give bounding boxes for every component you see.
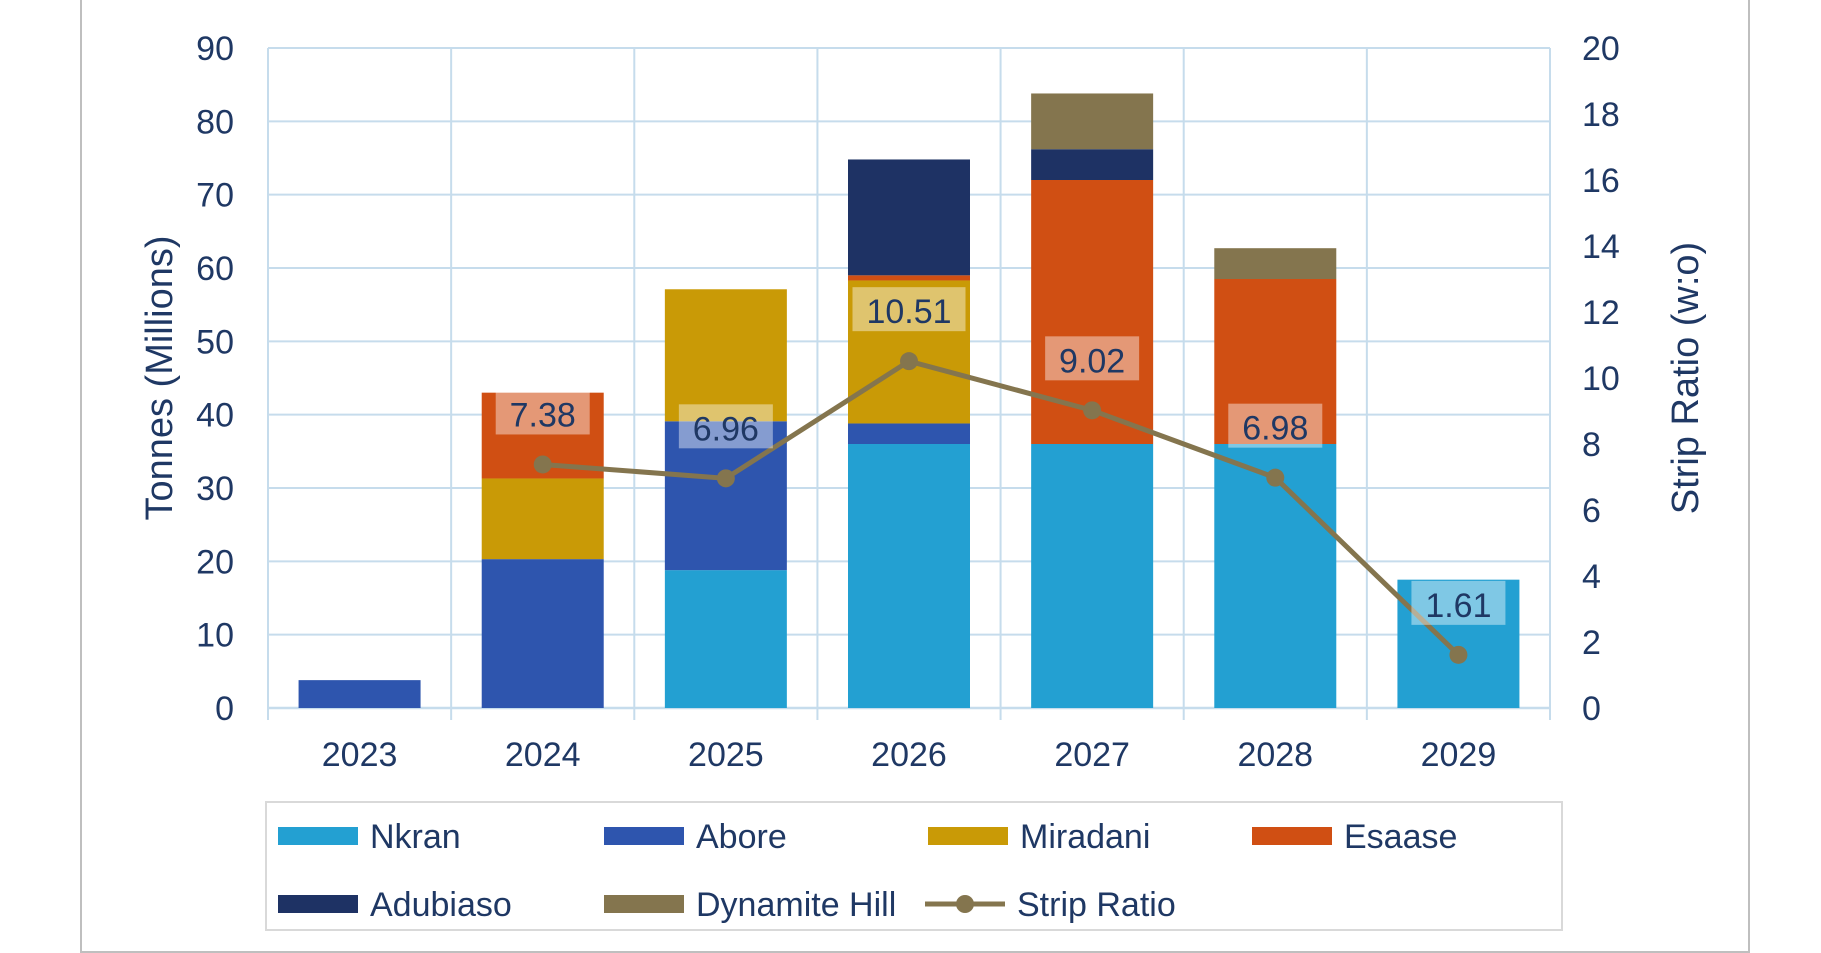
bar-miradani-2024 — [481, 478, 604, 560]
bar-adubiaso-2026 — [848, 159, 970, 276]
y-tick-label: 50 — [196, 323, 234, 361]
data-label-2026: 10.51 — [866, 293, 951, 331]
y-axis-title: Tonnes (Millions) — [139, 235, 181, 520]
strip-ratio-point — [1083, 401, 1102, 420]
data-label-box — [852, 287, 966, 332]
legend-swatch — [928, 827, 1008, 845]
legend-item-esaase: Esaase — [1252, 818, 1457, 856]
data-label-2029: 1.61 — [1425, 587, 1491, 625]
legend-item-nkran: Nkran — [278, 818, 461, 856]
x-tick-label: 2028 — [1237, 736, 1313, 774]
data-label-box — [495, 390, 590, 435]
bar-nkran-2025 — [664, 570, 787, 708]
legend-swatch — [278, 827, 358, 845]
y-tick-label: 80 — [196, 103, 234, 141]
strip-ratio-point — [900, 352, 918, 371]
legend-item-abore: Abore — [604, 818, 787, 856]
y2-tick-label: 10 — [1582, 360, 1620, 398]
bars — [298, 93, 1520, 708]
legend-item-dynamite-hill: Dynamite Hill — [604, 886, 896, 924]
y2-tick-label: 12 — [1582, 294, 1620, 332]
bar-nkran-2029 — [1397, 579, 1520, 708]
bar-dynamite-hill-2028 — [1214, 248, 1337, 279]
legend-swatch-marker — [956, 895, 974, 913]
y2-tick-label: 16 — [1582, 162, 1620, 200]
strip-ratio-point — [1449, 645, 1468, 664]
legend-item-adubiaso: Adubiaso — [278, 886, 512, 924]
x-tick-label: 2029 — [1421, 736, 1497, 774]
x-tick-label: 2025 — [688, 736, 764, 774]
y-tick-label: 20 — [196, 543, 234, 581]
legend-label: Esaase — [1344, 818, 1457, 856]
y2-tick-label: 0 — [1582, 690, 1601, 728]
legend-label: Miradani — [1020, 818, 1150, 856]
bar-adubiaso-2027 — [1031, 149, 1154, 180]
y-tick-label: 70 — [196, 177, 234, 215]
legend-label: Nkran — [370, 818, 461, 856]
bar-abore-2026 — [848, 423, 970, 444]
legend-item-miradani: Miradani — [928, 818, 1150, 856]
legend-swatch — [604, 827, 684, 845]
y2-tick-label: 4 — [1582, 558, 1601, 596]
data-label-2028: 6.98 — [1242, 410, 1308, 448]
y-tick-label: 10 — [196, 617, 234, 655]
legend-label: Dynamite Hill — [696, 886, 896, 924]
y2-tick-label: 8 — [1582, 426, 1601, 464]
y2-tick-label: 2 — [1582, 624, 1601, 662]
legend-label: Abore — [696, 818, 787, 856]
x-axis-ticks: 2023 2024 2025 2026 2027 2028 2029 — [322, 736, 1496, 774]
bar-miradani-2025 — [664, 289, 787, 422]
strip-ratio-line — [533, 352, 1468, 664]
legend-swatch — [278, 895, 358, 913]
bar-abore-2025 — [664, 421, 787, 571]
x-tick-label: 2027 — [1054, 736, 1130, 774]
legend-label: Strip Ratio — [1017, 886, 1176, 924]
strip-ratio-point — [533, 455, 552, 474]
legend-swatch — [604, 895, 684, 913]
bar-abore-2024 — [481, 559, 604, 708]
bar-nkran-2026 — [848, 444, 970, 708]
x-tick-label: 2023 — [322, 736, 398, 774]
strip-ratio-point — [716, 469, 735, 488]
legend-label: Adubiaso — [370, 886, 512, 924]
strip-ratio-point — [1266, 468, 1285, 487]
bar-esaase-2028 — [1214, 279, 1337, 444]
bar-esaase-2026 — [848, 275, 970, 281]
data-label-box — [1045, 336, 1140, 381]
y2-tick-label: 14 — [1582, 228, 1620, 266]
bar-nkran-2027 — [1031, 444, 1154, 708]
y2-tick-label: 18 — [1582, 96, 1620, 134]
data-label-2024: 7.38 — [510, 396, 576, 434]
data-labels: 7.38 6.96 10.51 9.02 6.98 1.61 — [495, 287, 1506, 625]
bar-abore-2023 — [298, 680, 421, 708]
bar-dynamite-hill-2027 — [1031, 93, 1154, 150]
y2-tick-label: 6 — [1582, 492, 1601, 530]
data-label-2027: 9.02 — [1059, 342, 1125, 380]
y-tick-label: 60 — [196, 250, 234, 288]
legend-item-strip-ratio: Strip Ratio — [925, 886, 1176, 924]
bar-miradani-2026 — [848, 280, 970, 424]
y2-axis-ticks: 0 2 4 6 8 10 12 14 16 18 20 — [1582, 30, 1620, 728]
y-tick-label: 30 — [196, 470, 234, 508]
y2-axis-title: Strip Ratio (w:o) — [1665, 242, 1707, 514]
legend-swatch — [1252, 827, 1332, 845]
legend: Nkran Abore Miradani Esaase Adubiaso Dynamite… — [265, 801, 1563, 931]
bar-nkran-2028 — [1214, 444, 1337, 708]
data-label-2025: 6.96 — [693, 410, 759, 448]
y2-tick-label: 20 — [1582, 30, 1620, 68]
data-label-box — [1228, 403, 1323, 448]
x-tick-label: 2024 — [505, 736, 581, 774]
x-tick-label: 2026 — [871, 736, 947, 774]
y-tick-label: 40 — [196, 397, 234, 435]
y-axis-ticks: 0 10 20 30 40 50 60 70 80 90 — [196, 30, 234, 728]
strip-ratio-polyline — [542, 358, 1461, 657]
y-tick-label: 0 — [215, 690, 234, 728]
legend-box — [265, 801, 1563, 931]
data-label-box — [1411, 580, 1506, 625]
gridlines — [267, 47, 1551, 720]
y-tick-label: 90 — [196, 30, 234, 68]
data-label-box — [678, 404, 773, 449]
